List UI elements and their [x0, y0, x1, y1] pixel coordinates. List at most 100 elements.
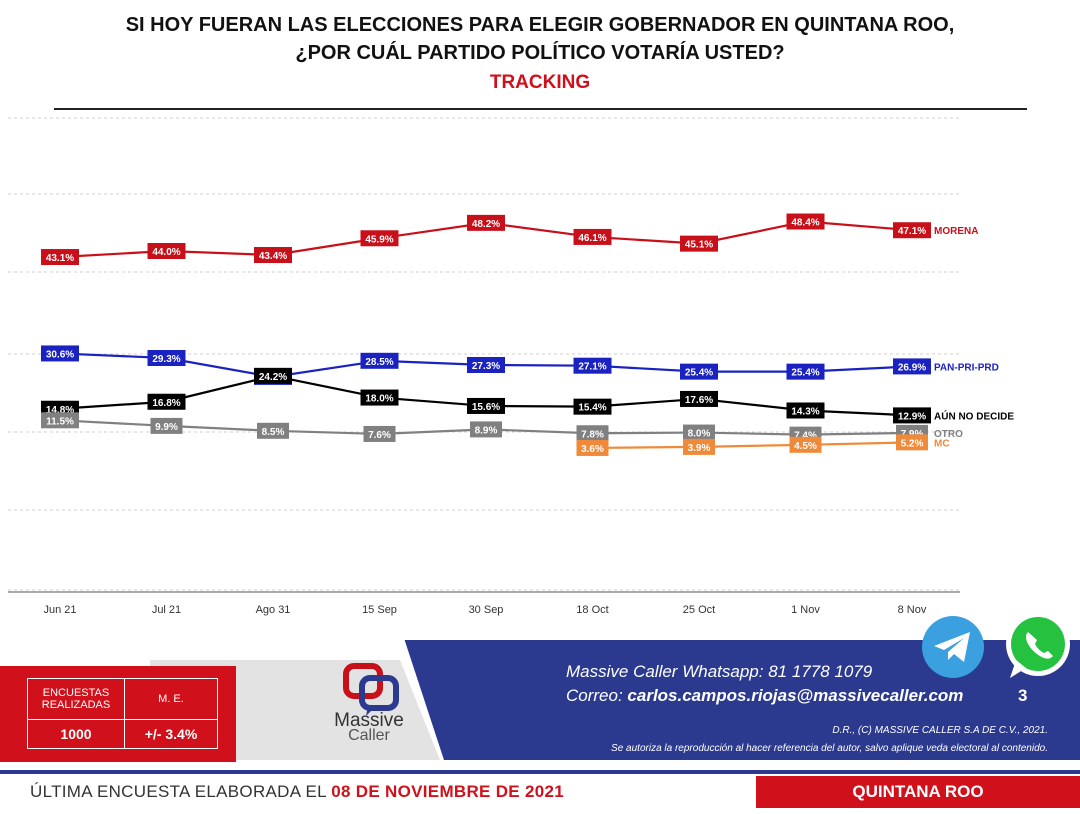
data-point [467, 214, 505, 231]
chart-subtitle: TRACKING [489, 72, 591, 93]
data-point [360, 230, 399, 247]
me-header: M. E. [124, 678, 218, 720]
data-label: 27.1% [578, 362, 606, 373]
x-tick-label: 30 Sep [469, 604, 504, 616]
data-label: 14.8% [46, 405, 74, 416]
page-number: 3 [1018, 686, 1028, 705]
data-point [41, 249, 79, 266]
data-label: 9.9% [155, 422, 178, 433]
data-point [573, 398, 612, 415]
series-name-label: MORENA [934, 226, 978, 237]
data-point [257, 422, 289, 439]
data-label: 48.4% [791, 218, 819, 229]
data-label: 14.3% [791, 407, 819, 418]
chart-title-line1: SI HOY FUERAN LAS ELECCIONES PARA ELEGIR… [125, 14, 955, 36]
whatsapp-icon[interactable] [1000, 608, 1074, 682]
x-tick-label: 25 Oct [683, 604, 715, 616]
data-label: 45.1% [685, 240, 713, 251]
data-point [573, 357, 612, 374]
data-point [147, 393, 186, 410]
data-label: 28.5% [365, 357, 393, 368]
logo-text-massive: Massive [334, 710, 404, 731]
data-point [786, 402, 825, 419]
last-survey-date-value: 08 DE NOVIEMBRE DE 2021 [331, 782, 564, 801]
region-label: QUINTANA ROO [756, 776, 1080, 808]
data-point [893, 358, 931, 375]
whatsapp-label: Massive Caller Whatsapp: [566, 662, 764, 681]
data-point [470, 421, 502, 438]
data-point [573, 228, 612, 245]
data-point [467, 357, 505, 373]
data-point [467, 397, 505, 414]
series-name-label: OTRO [934, 429, 963, 440]
chart-title-line2: ¿POR CUÁL PARTIDO POLÍTICO VOTARÍA USTED… [295, 42, 785, 64]
bottom-divider [0, 770, 1080, 774]
email-link[interactable]: carlos.campos.riojas@massivecaller.com [627, 686, 964, 705]
email-label: Correo: [566, 686, 623, 705]
x-tick-label: Jun 21 [43, 604, 76, 616]
data-label: 7.6% [368, 430, 391, 441]
data-point [786, 213, 825, 230]
last-survey-prefix: ÚLTIMA ENCUESTA ELABORADA EL [30, 782, 327, 801]
x-tick-label: Jul 21 [152, 604, 181, 616]
massive-caller-logo-icon [343, 663, 399, 716]
data-label: 7.8% [581, 429, 604, 440]
data-label: 7.4% [794, 431, 817, 442]
telegram-icon[interactable] [920, 614, 986, 680]
data-label: 17.6% [685, 395, 713, 406]
whatsapp-contact: Massive Caller Whatsapp: 81 1778 1079 [566, 662, 872, 682]
data-label: 43.1% [46, 253, 74, 264]
data-point [147, 350, 186, 366]
data-label: 44.0% [152, 247, 180, 258]
data-label: 5.2% [901, 438, 924, 449]
email-contact: Correo: carlos.campos.riojas@massivecall… [566, 686, 963, 706]
data-label: 3.9% [688, 443, 711, 454]
data-point [41, 412, 79, 429]
x-tick-label: Ago 31 [256, 604, 291, 616]
data-label: 16.8% [152, 398, 180, 409]
x-tick-label: 15 Sep [362, 604, 397, 616]
title-divider [54, 108, 1027, 110]
logo-text-caller: Caller [348, 727, 390, 744]
data-point [254, 367, 292, 384]
data-label: 24.2% [259, 372, 287, 383]
data-label: 25.4% [685, 368, 713, 379]
data-label: 48.2% [472, 219, 500, 230]
data-label: 25.4% [791, 368, 819, 379]
data-point [789, 436, 822, 453]
data-point [896, 434, 928, 451]
reproduction-notice: Se autoriza la reproducción al hacer ref… [611, 743, 1048, 754]
encuestas-header: ENCUESTAS REALIZADAS [27, 678, 125, 720]
data-label: 18.0% [365, 394, 393, 405]
series-line-4 [592, 441, 913, 450]
data-label: 30.6% [46, 349, 74, 360]
data-label: 26.9% [898, 362, 926, 373]
data-point [147, 243, 186, 259]
data-point [680, 363, 718, 380]
last-survey-date: ÚLTIMA ENCUESTA ELABORADA EL 08 DE NOVIE… [30, 782, 564, 802]
data-label: 27.3% [472, 361, 500, 372]
encuestas-value: 1000 [27, 719, 125, 749]
data-point [680, 235, 718, 252]
data-point [41, 345, 79, 362]
data-point [360, 352, 399, 369]
data-point [680, 390, 718, 407]
data-label: 8.9% [475, 425, 498, 436]
data-label: 4.5% [794, 441, 817, 452]
data-point [576, 439, 609, 456]
data-point [786, 363, 825, 380]
data-label: 3.6% [581, 444, 604, 455]
data-label: 15.6% [472, 402, 500, 413]
series-name-label: AÚN NO DECIDE [934, 409, 1014, 422]
data-point [254, 247, 292, 264]
data-label: 43.4% [259, 251, 287, 262]
copyright-text: D.R., (C) MASSIVE CALLER S.A DE C.V., 20… [832, 725, 1048, 736]
data-label: 45.9% [365, 234, 393, 245]
data-point [683, 424, 715, 441]
data-label: 8.5% [262, 427, 285, 438]
me-value: +/- 3.4% [124, 719, 218, 749]
data-point [150, 417, 183, 434]
data-point [683, 438, 715, 455]
whatsapp-number[interactable]: 81 1778 1079 [768, 662, 873, 681]
series-name-label: PAN-PRI-PRD [934, 362, 999, 373]
